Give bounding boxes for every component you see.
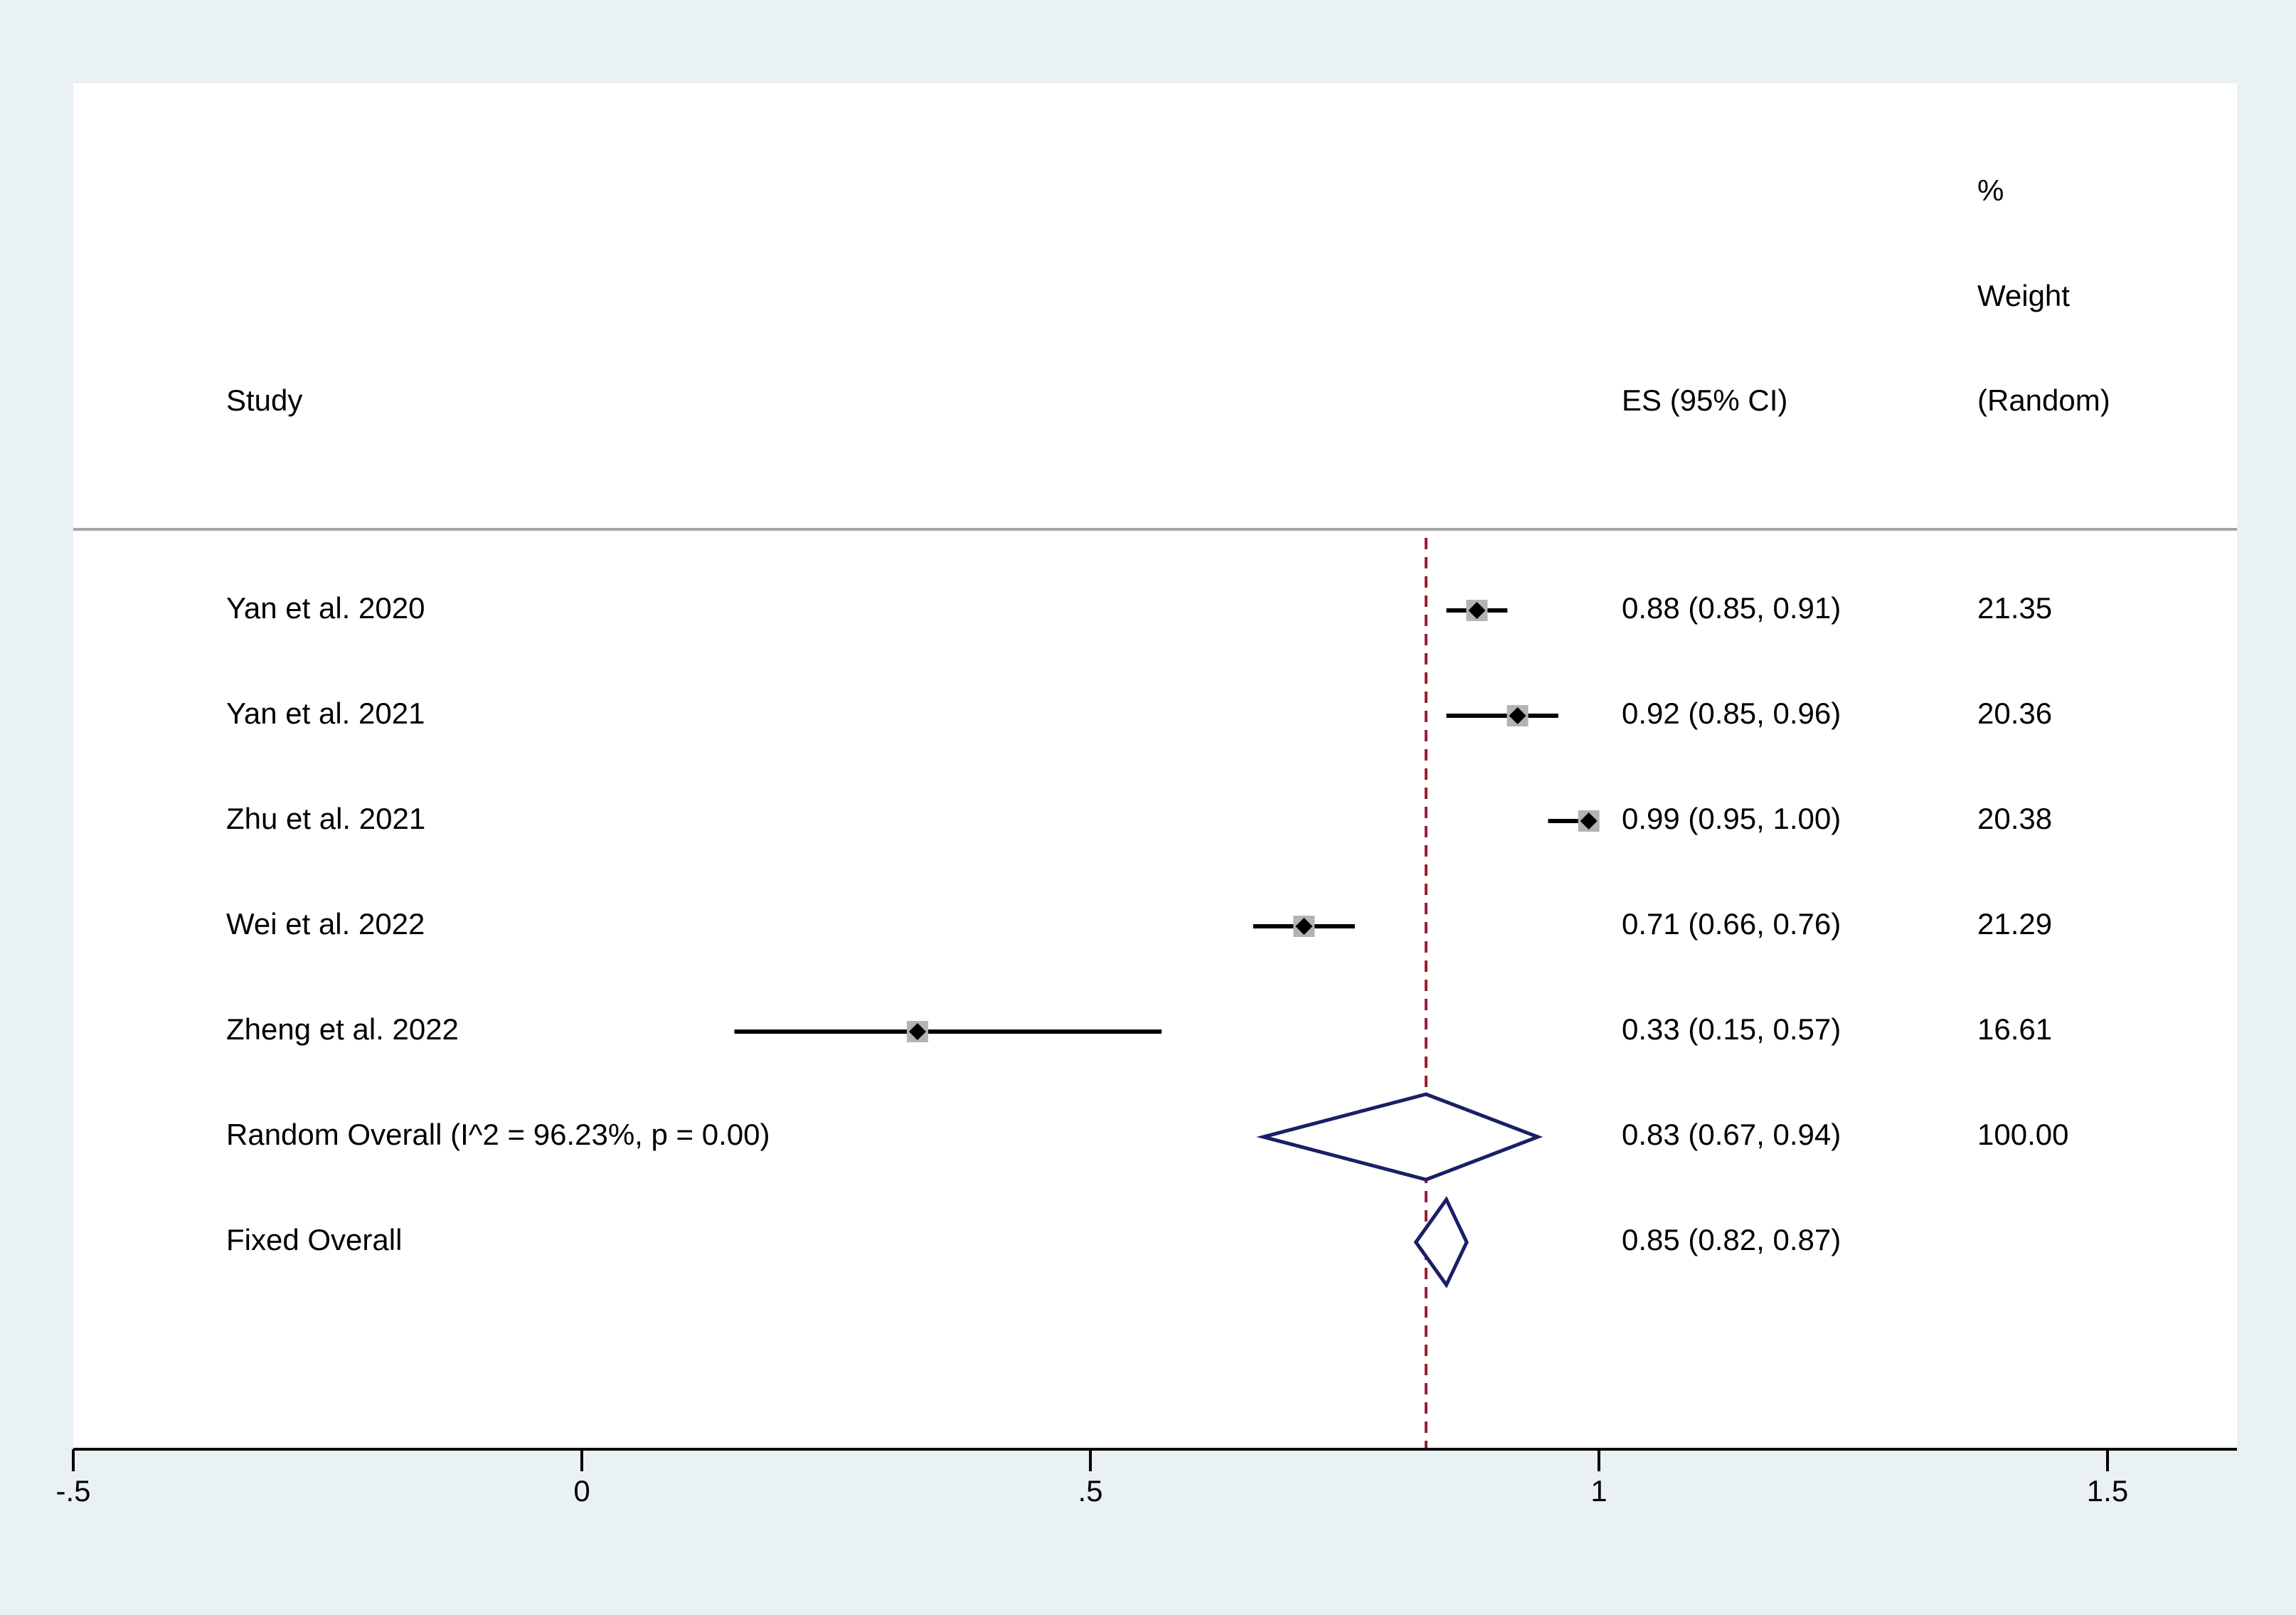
header-es: ES (95% CI) xyxy=(1622,383,1787,417)
study-es-ci: 0.99 (0.95, 1.00) xyxy=(1622,802,1841,835)
forest-rows: Yan et al. 2020 0.88 (0.85, 0.91) 21.35 Yan… xyxy=(226,538,2068,1449)
study-point xyxy=(1580,812,1598,830)
study-point xyxy=(1468,602,1486,619)
study-weight: 16.61 xyxy=(1977,1012,2052,1046)
x-tick-label: -.5 xyxy=(55,1474,90,1508)
overall-label: Random Overall (I^2 = 96.23%, p = 0.00) xyxy=(226,1118,770,1151)
study-point xyxy=(908,1023,926,1040)
study-es-ci: 0.92 (0.85, 0.96) xyxy=(1622,697,1841,730)
x-tick-label: 0 xyxy=(573,1474,590,1508)
study-es-ci: 0.71 (0.66, 0.76) xyxy=(1622,907,1841,941)
x-axis: -.5 0 .5 1 1.5 xyxy=(55,1448,2237,1508)
study-weight: 20.38 xyxy=(1977,802,2052,835)
header-weight-line2: Weight xyxy=(1977,279,2070,312)
header-weight-line3: (Random) xyxy=(1977,383,2110,417)
header-study: Study xyxy=(226,383,302,417)
study-label: Yan et al. 2020 xyxy=(226,591,425,625)
plot-panel xyxy=(73,83,2237,1449)
overall-es-ci: 0.83 (0.67, 0.94) xyxy=(1622,1118,1841,1151)
x-tick-label: 1 xyxy=(1590,1474,1607,1508)
study-weight: 20.36 xyxy=(1977,697,2052,730)
study-weight: 21.29 xyxy=(1977,907,2052,941)
study-es-ci: 0.33 (0.15, 0.57) xyxy=(1622,1012,1841,1046)
overall-label: Fixed Overall xyxy=(226,1223,402,1256)
study-label: Yan et al. 2021 xyxy=(226,697,425,730)
study-es-ci: 0.88 (0.85, 0.91) xyxy=(1622,591,1841,625)
study-point xyxy=(1509,707,1526,724)
x-tick-label: .5 xyxy=(1078,1474,1102,1508)
x-tick-label: 1.5 xyxy=(2087,1474,2128,1508)
overall-diamond xyxy=(1256,1092,1543,1182)
study-label: Wei et al. 2022 xyxy=(226,907,425,941)
study-label: Zheng et al. 2022 xyxy=(226,1012,459,1046)
overall-weight: 100.00 xyxy=(1977,1118,2068,1151)
study-weight: 21.35 xyxy=(1977,591,2052,625)
overall-es-ci: 0.85 (0.82, 0.87) xyxy=(1622,1223,1841,1256)
header-weight-line1: % xyxy=(1977,174,2004,207)
overall-diamond xyxy=(1413,1196,1469,1288)
study-point xyxy=(1295,918,1313,935)
study-label: Zhu et al. 2021 xyxy=(226,802,425,835)
